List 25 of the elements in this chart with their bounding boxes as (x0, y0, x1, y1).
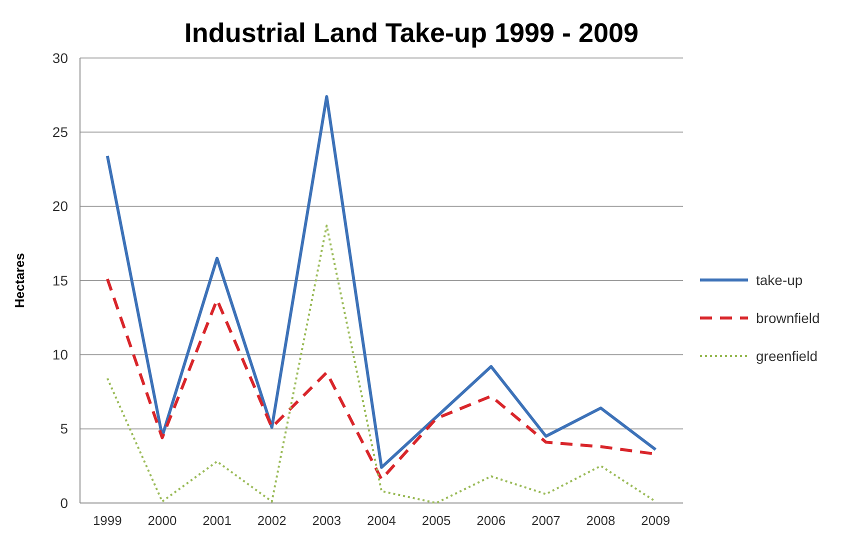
legend-label: take-up (756, 272, 803, 288)
x-tick-label: 2008 (586, 513, 616, 528)
x-tick-label: 2003 (312, 513, 342, 528)
x-tick-label: 2006 (476, 513, 506, 528)
y-axis-title: Hectares (12, 253, 27, 308)
x-tick-label: 2002 (257, 513, 286, 528)
y-tick-label: 20 (52, 198, 68, 214)
x-tick-label: 1999 (92, 513, 122, 528)
line-series (106, 95, 658, 469)
x-tick-label: 2004 (367, 513, 396, 528)
x-tick-label: 2001 (202, 513, 232, 528)
y-tick-label: 10 (52, 346, 68, 363)
y-tick-label: 0 (60, 494, 68, 511)
x-tick-label: 2007 (531, 513, 560, 528)
chart-title: Industrial Land Take-up 1999 - 2009 (184, 18, 639, 48)
y-tick-label: 5 (60, 420, 68, 437)
legend-label: brownfield (756, 310, 820, 326)
y-tick-label: 25 (52, 124, 68, 140)
line-series (106, 224, 657, 504)
x-tick-label: 2005 (422, 513, 451, 528)
x-tick-label: 2000 (148, 513, 177, 528)
y-tick-label: 15 (52, 272, 68, 288)
x-tick-label: 2009 (641, 513, 670, 528)
legend-label: greenfield (756, 348, 818, 364)
y-tick-label: 30 (52, 50, 68, 66)
